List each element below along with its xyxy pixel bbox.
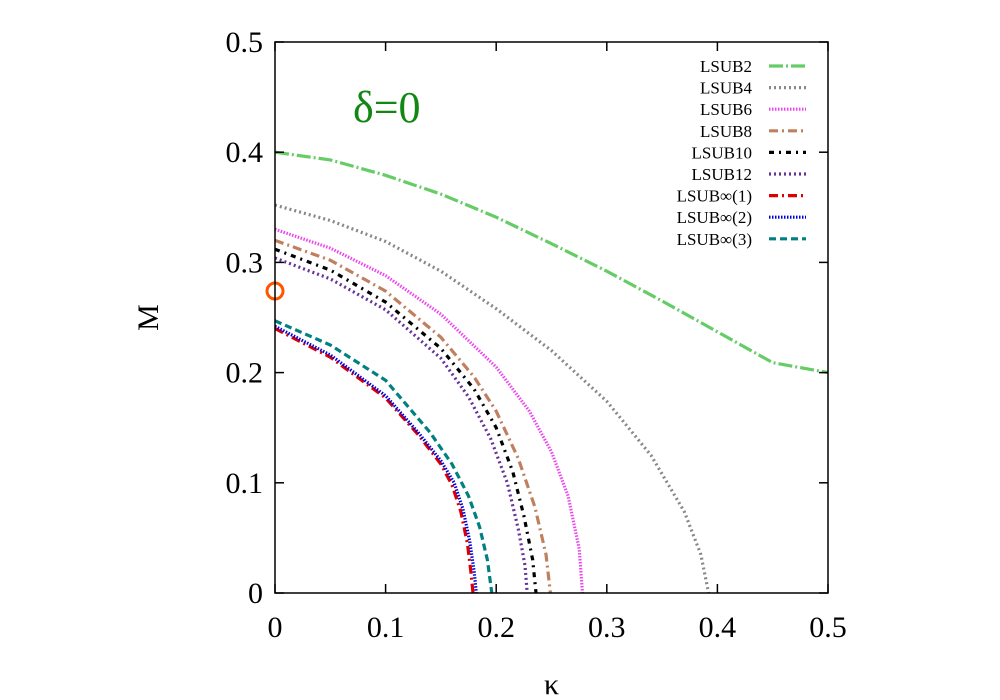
series-line — [274, 247, 538, 594]
legend: LSUB2 LSUB4 LSUB6 LSUB8 LSUB10 LSUB12 LSUB∞(1)… — [677, 57, 806, 249]
series-line — [274, 256, 529, 594]
series-line — [274, 150, 829, 375]
legend-label: LSUB∞(2) — [677, 208, 752, 227]
series-line — [274, 319, 494, 594]
series-line — [274, 203, 711, 594]
x-tick-label: 0 — [268, 611, 283, 644]
legend-label: LSUB∞(3) — [677, 230, 752, 249]
plot-marks — [265, 150, 829, 594]
y-tick-label: 0.1 — [226, 467, 264, 500]
legend-label: LSUB2 — [700, 57, 752, 76]
delta-annotation: δ=0 — [353, 83, 421, 132]
legend-label: LSUB10 — [692, 143, 752, 162]
x-tick-label: 0.4 — [699, 611, 737, 644]
legend-label: LSUB12 — [692, 165, 752, 184]
y-tick-label: 0.5 — [226, 26, 264, 59]
series-line — [274, 238, 552, 594]
plot-frame — [274, 41, 829, 594]
legend-label: LSUB∞(1) — [677, 187, 752, 206]
tick-labels: 0 0.1 0.2 0.3 0.4 0.5 0 0.1 0.2 0.3 0.4 0.5 — [226, 26, 847, 644]
x-axis-title: κ — [544, 668, 559, 700]
series-line — [274, 324, 478, 594]
series-line — [274, 327, 475, 594]
legend-label: LSUB8 — [700, 122, 752, 141]
y-tick-label: 0.4 — [226, 136, 264, 169]
y-tick-label: 0 — [248, 577, 263, 610]
x-tick-label: 0.2 — [477, 611, 515, 644]
x-tick-label: 0.1 — [367, 611, 405, 644]
axis-ticks — [274, 41, 829, 594]
legend-label: LSUB4 — [700, 79, 752, 98]
y-tick-label: 0.2 — [226, 357, 264, 390]
y-axis-title: M — [132, 304, 165, 331]
legend-label: LSUB6 — [700, 100, 752, 119]
x-tick-label: 0.3 — [588, 611, 626, 644]
series-line — [274, 227, 585, 594]
y-tick-label: 0.3 — [226, 246, 264, 279]
x-tick-label: 0.5 — [809, 611, 847, 644]
